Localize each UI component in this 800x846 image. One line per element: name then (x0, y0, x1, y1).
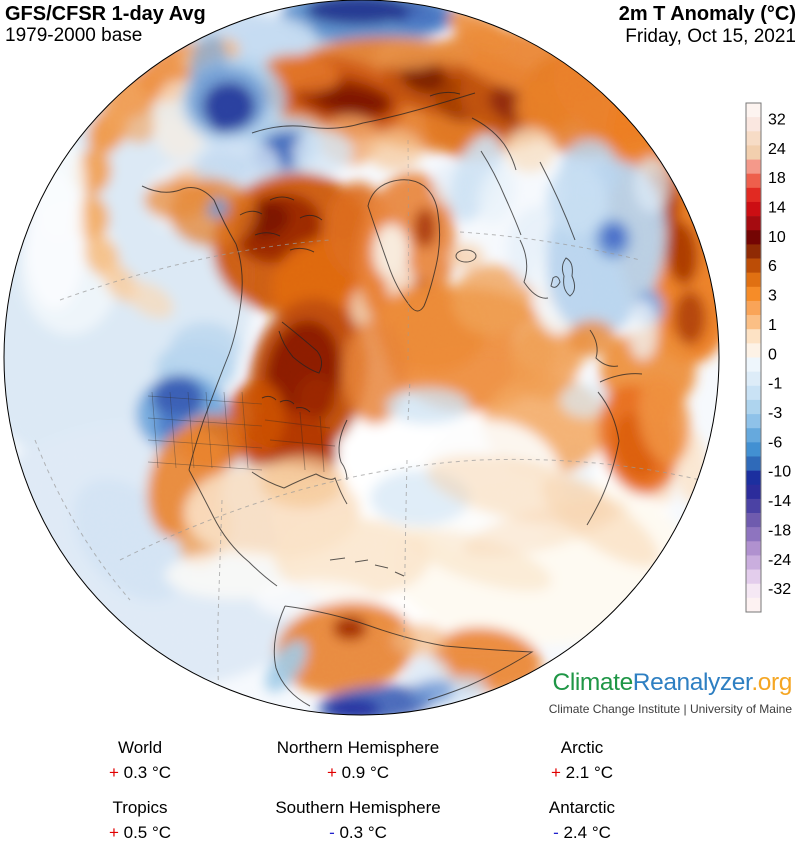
svg-text:32: 32 (768, 112, 786, 129)
svg-text:6: 6 (768, 258, 777, 275)
svg-text:-10: -10 (768, 464, 791, 481)
svg-text:10: 10 (768, 229, 786, 246)
svg-text:-3: -3 (768, 405, 782, 422)
svg-text:-32: -32 (768, 581, 791, 598)
svg-text:-14: -14 (768, 493, 791, 510)
svg-text:0: 0 (768, 346, 777, 363)
svg-text:-1: -1 (768, 376, 782, 393)
svg-text:-18: -18 (768, 522, 791, 539)
svg-text:3: 3 (768, 288, 777, 305)
svg-text:1: 1 (768, 317, 777, 334)
svg-text:-24: -24 (768, 552, 791, 569)
svg-text:14: 14 (768, 200, 786, 217)
svg-text:-6: -6 (768, 434, 782, 451)
svg-text:24: 24 (768, 141, 786, 158)
svg-text:18: 18 (768, 170, 786, 187)
